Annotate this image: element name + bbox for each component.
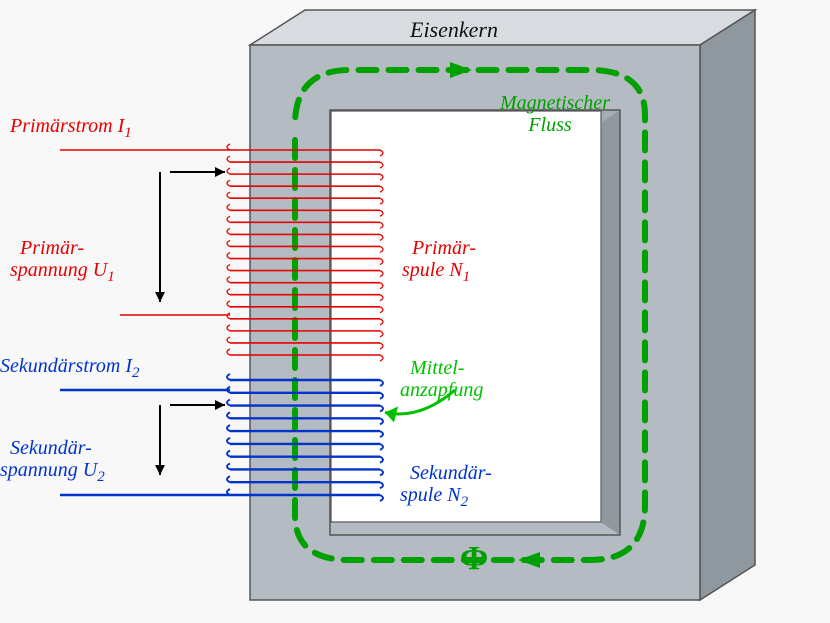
secondary-voltage-label: Sekundär- spannung U2 bbox=[0, 415, 105, 486]
secondary-coil-label: Sekundär- spule N2 bbox=[400, 440, 492, 511]
phi-label: Φ bbox=[460, 540, 488, 577]
primary-current-label: Primärstrom I1 bbox=[10, 115, 132, 142]
center-tap-label: Mittel- anzapfung bbox=[400, 335, 483, 401]
primary-coil-label: Primär- spule N1 bbox=[402, 215, 476, 286]
primary-voltage-label: Primär- spannung U1 bbox=[10, 215, 115, 286]
transformer-diagram bbox=[0, 0, 830, 623]
core-label: Eisenkern bbox=[410, 18, 498, 42]
secondary-current-label: Sekundärstrom I2 bbox=[0, 355, 140, 382]
flux-label: Magnetischer Fluss bbox=[490, 70, 610, 136]
